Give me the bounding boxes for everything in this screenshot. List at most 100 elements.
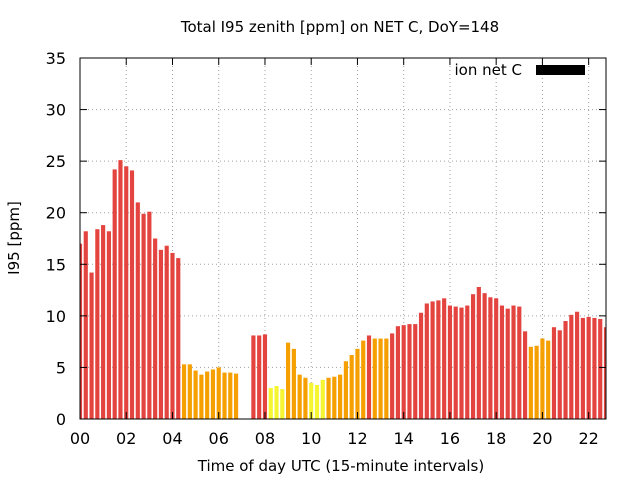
- x-tick-label: 02: [116, 429, 136, 448]
- legend-label: ion net C: [455, 61, 522, 79]
- bar: [447, 305, 453, 419]
- bar: [413, 324, 418, 419]
- bar: [470, 294, 476, 419]
- y-tick-label: 15: [46, 255, 66, 274]
- x-tick-label: 12: [347, 429, 367, 448]
- x-tick-label: 20: [532, 429, 552, 448]
- bar: [366, 335, 372, 419]
- bar: [546, 340, 551, 419]
- bar: [286, 342, 291, 419]
- bar: [540, 338, 545, 419]
- bar: [158, 249, 164, 419]
- bar: [355, 348, 360, 419]
- x-tick-label: 06: [209, 429, 229, 448]
- bars: [80, 160, 606, 419]
- bar: [332, 376, 337, 419]
- bar: [280, 389, 285, 419]
- x-tick-label: 18: [486, 429, 506, 448]
- bar: [390, 333, 395, 419]
- bar: [118, 160, 123, 419]
- x-tick-label: 08: [255, 429, 275, 448]
- bar: [453, 306, 458, 419]
- bar: [343, 361, 348, 419]
- ticks: 0 5 10 15 20 25 30 35 00 02 04 06 08 10 12 14 16 18 20 22: [46, 49, 606, 448]
- chart-title: Total I95 zenith [ppm] on NET C, DoY=148: [180, 18, 499, 36]
- x-tick-label: 14: [394, 429, 414, 448]
- legend: ion net C: [455, 61, 585, 79]
- bar: [89, 272, 94, 419]
- bar: [586, 316, 591, 419]
- bar: [349, 355, 354, 419]
- bar: [482, 293, 487, 419]
- bar: [205, 371, 210, 419]
- y-tick-label: 20: [46, 204, 66, 223]
- bar: [106, 231, 111, 419]
- bar: [459, 307, 464, 419]
- bar: [361, 340, 366, 419]
- bar: [511, 305, 516, 419]
- bar: [141, 213, 146, 419]
- bar: [569, 314, 574, 419]
- bar: [147, 211, 152, 419]
- bar: [517, 306, 522, 419]
- x-tick-label: 00: [70, 429, 90, 448]
- bar: [216, 367, 221, 419]
- y-tick-label: 0: [56, 410, 66, 429]
- bar: [274, 385, 279, 419]
- legend-swatch: [536, 65, 585, 75]
- bar: [176, 258, 181, 419]
- bar: [499, 305, 505, 419]
- bar: [233, 373, 239, 419]
- bar: [575, 311, 580, 419]
- bar: [303, 377, 308, 419]
- x-tick-label: 04: [162, 429, 182, 448]
- plot-frame: [79, 57, 607, 420]
- bar: [124, 166, 129, 419]
- bar: [297, 374, 302, 419]
- bar: [135, 202, 140, 419]
- bar: [534, 345, 539, 419]
- bar: [314, 384, 320, 419]
- bar: [407, 324, 412, 419]
- bar: [563, 321, 568, 419]
- bar: [551, 327, 557, 419]
- bar: [129, 170, 135, 419]
- bar: [424, 303, 429, 419]
- bar: [442, 298, 447, 419]
- bar: [193, 370, 198, 419]
- bar: [528, 346, 533, 419]
- bar: [430, 301, 435, 419]
- bar: [522, 331, 528, 419]
- bar: [320, 379, 325, 419]
- bar: [378, 338, 383, 419]
- bar: [603, 327, 606, 419]
- y-tick-label: 5: [56, 358, 66, 377]
- x-tick-label: 16: [440, 429, 460, 448]
- y-tick-label: 10: [46, 307, 66, 326]
- bar: [505, 308, 510, 419]
- x-tick-label: 10: [301, 429, 321, 448]
- bar: [401, 325, 406, 419]
- y-tick-label: 35: [46, 49, 66, 68]
- x-tick-label: 22: [578, 429, 598, 448]
- bar: [228, 372, 233, 419]
- bar: [465, 305, 470, 419]
- bar: [251, 335, 256, 419]
- x-axis-label: Time of day UTC (15-minute intervals): [197, 457, 484, 475]
- bar: [436, 300, 441, 419]
- bar: [557, 330, 562, 419]
- bar: [80, 243, 83, 419]
- y-axis-label: I95 [ppm]: [5, 201, 23, 275]
- bar: [170, 252, 175, 419]
- bar: [153, 238, 158, 419]
- bar: [494, 298, 499, 419]
- bar: [262, 334, 268, 419]
- bar: [309, 382, 314, 419]
- bar: [326, 377, 331, 419]
- bar: [210, 369, 216, 419]
- bar: [598, 318, 603, 419]
- bar: [384, 338, 389, 419]
- bar: [268, 388, 273, 419]
- bar: [488, 297, 493, 419]
